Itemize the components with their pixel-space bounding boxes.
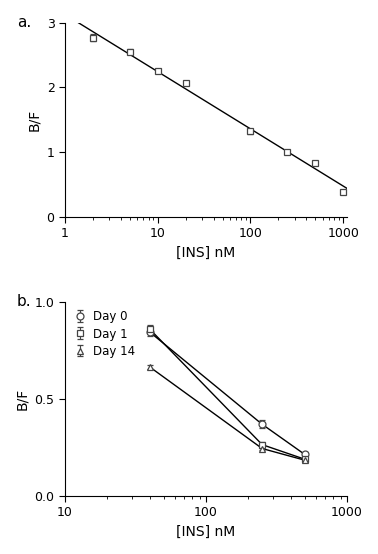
X-axis label: [INS] nM: [INS] nM	[177, 245, 235, 260]
Text: b.: b.	[17, 294, 32, 309]
Legend: Day 0, Day 1, Day 14: Day 0, Day 1, Day 14	[68, 306, 140, 362]
X-axis label: [INS] nM: [INS] nM	[177, 525, 235, 539]
Text: a.: a.	[17, 15, 31, 30]
Y-axis label: B/F: B/F	[27, 109, 41, 131]
Y-axis label: B/F: B/F	[15, 388, 29, 410]
